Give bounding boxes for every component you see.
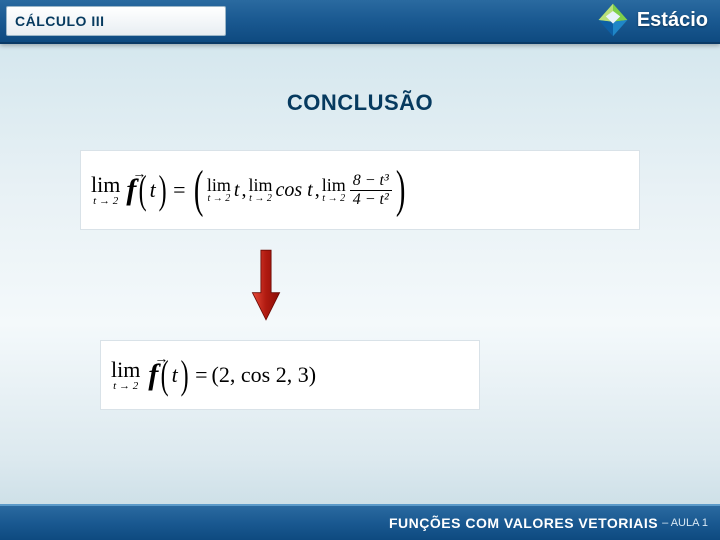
lim-term-2: lim t → 2 bbox=[248, 176, 272, 204]
arrow-down-icon bbox=[249, 242, 283, 328]
fraction: 8 − t³ 4 − t² bbox=[350, 172, 392, 208]
lim-lhs: lim t → 2 bbox=[91, 174, 120, 207]
footer-title: FUNÇÕES COM VALORES VETORIAIS bbox=[389, 515, 658, 531]
equation-2: lim t → 2 → f ( t ) = (2, cos 2, 3) bbox=[101, 341, 479, 409]
result-tuple: (2, cos 2, 3) bbox=[212, 362, 316, 388]
lim-term-3: lim t → 2 bbox=[322, 176, 346, 204]
brand-name: Estácio bbox=[637, 9, 708, 32]
equals-sign: = bbox=[169, 177, 189, 203]
down-arrow bbox=[246, 240, 286, 330]
vector-f: → f bbox=[126, 173, 136, 207]
header-bar: CÁLCULO III Estácio bbox=[0, 0, 720, 44]
footer-subtitle: – AULA 1 bbox=[662, 517, 708, 529]
vector-f-2: → f bbox=[148, 358, 158, 392]
footer-bar: FUNÇÕES COM VALORES VETORIAIS – AULA 1 bbox=[0, 504, 720, 540]
tuple-open: ( bbox=[193, 172, 203, 208]
slide-title: CONCLUSÃO bbox=[287, 90, 433, 115]
paren-open: ( bbox=[161, 359, 169, 391]
equation-1: lim t → 2 → f ( t ) = ( lim t → 2 t , li… bbox=[81, 151, 639, 229]
estacio-logo-icon bbox=[595, 2, 631, 38]
paren-close: ) bbox=[158, 174, 166, 206]
slide-title-row: CONCLUSÃO bbox=[0, 90, 720, 116]
equation-box-1: lim t → 2 → f ( t ) = ( lim t → 2 t , li… bbox=[80, 150, 640, 230]
comma: , bbox=[239, 179, 248, 202]
tuple-close: ) bbox=[396, 172, 406, 208]
lim-lhs-2: lim t → 2 bbox=[111, 359, 140, 392]
course-title: CÁLCULO III bbox=[15, 13, 105, 29]
paren-close: ) bbox=[180, 359, 188, 391]
comma: , bbox=[313, 179, 322, 202]
lim-term-1: lim t → 2 bbox=[207, 176, 231, 204]
paren-open: ( bbox=[139, 174, 147, 206]
course-title-box: CÁLCULO III bbox=[6, 6, 226, 36]
brand-logo: Estácio bbox=[595, 2, 708, 38]
equals-sign: = bbox=[191, 362, 211, 388]
equation-box-2: lim t → 2 → f ( t ) = (2, cos 2, 3) bbox=[100, 340, 480, 410]
slide: CÁLCULO III Estácio CONCLUSÃO lim t → 2 bbox=[0, 0, 720, 540]
